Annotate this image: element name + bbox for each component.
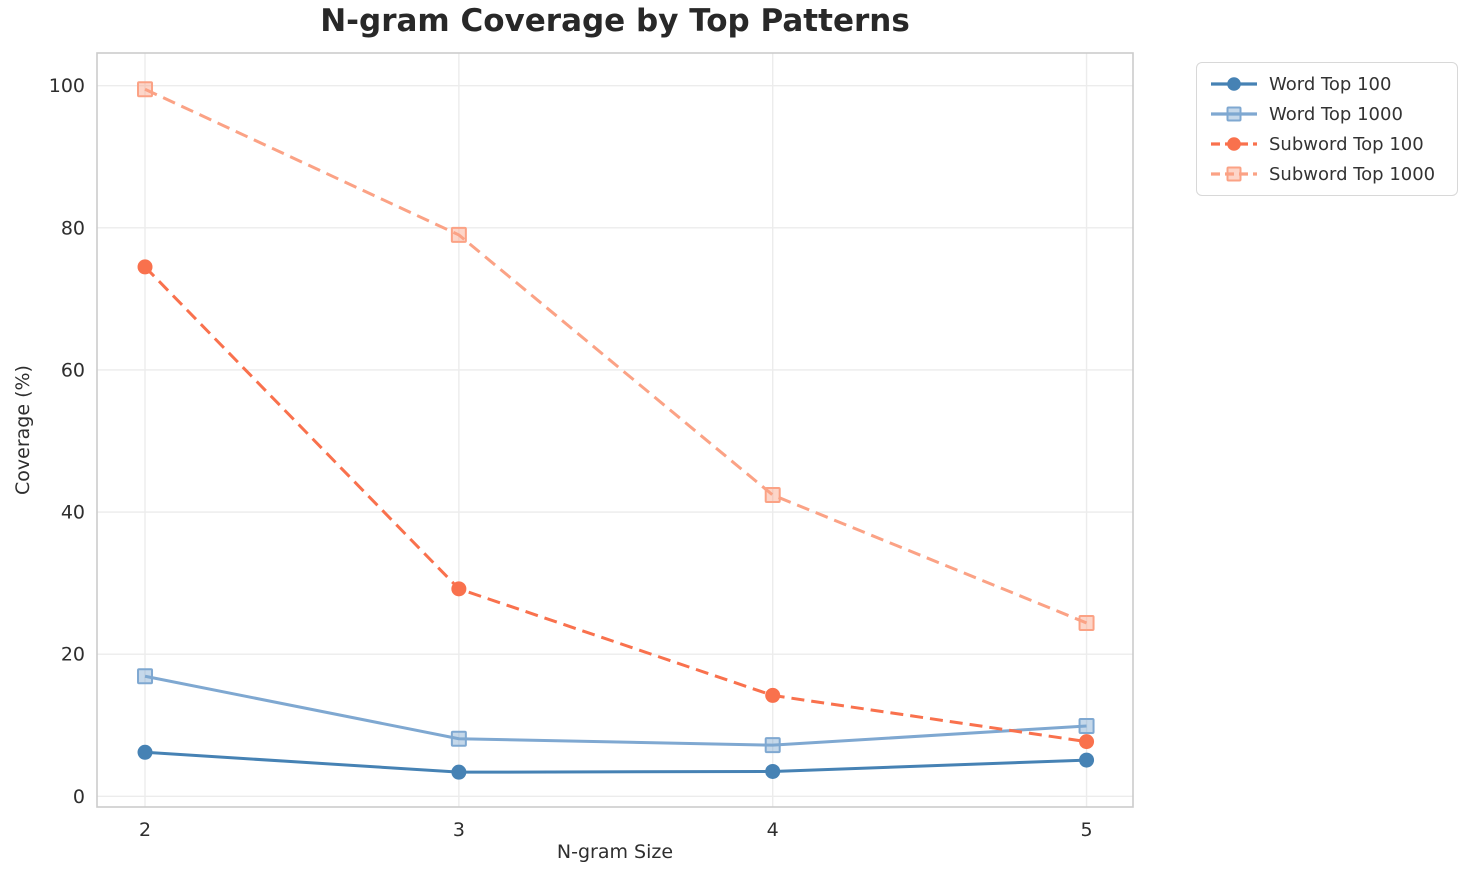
legend: Word Top 100 Word Top 1000 Subword Top 100… [1196, 62, 1458, 196]
data-point-marker [450, 226, 467, 243]
y-axis-label: Coverage (%) [12, 365, 34, 495]
data-point-marker [1079, 752, 1095, 768]
x-tick-label: 3 [453, 819, 465, 841]
data-point-marker [764, 737, 781, 754]
legend-label: Word Top 1000 [1269, 103, 1403, 125]
data-point-marker [137, 744, 153, 760]
data-point-marker [450, 730, 467, 747]
legend-item: Word Top 1000 [1209, 101, 1445, 127]
y-tick-label: 40 [61, 502, 85, 524]
y-tick-label: 20 [61, 644, 85, 666]
legend-line-swatch [1211, 166, 1257, 182]
data-point-marker [451, 581, 467, 597]
data-point-marker [1078, 717, 1095, 734]
series-line [143, 265, 1087, 744]
legend-label: Subword Top 1000 [1269, 163, 1436, 185]
x-tick-label: 4 [767, 819, 779, 841]
data-point-marker [451, 764, 467, 780]
y-tick-label: 80 [61, 217, 85, 239]
legend-marker-circle [1227, 137, 1241, 151]
y-tick-label: 0 [73, 786, 85, 808]
series-line [144, 87, 1088, 625]
plot-border [96, 52, 1134, 808]
legend-item: Subword Top 1000 [1209, 161, 1445, 187]
chart-title: N-gram Coverage by Top Patterns [320, 3, 910, 39]
legend-line-swatch [1211, 137, 1257, 151]
legend-marker-square [1226, 166, 1242, 182]
data-point-marker [764, 487, 781, 504]
legend-item: Word Top 100 [1209, 71, 1445, 97]
x-tick-label: 2 [139, 819, 151, 841]
legend-line-swatch [1211, 77, 1257, 91]
data-point-marker [137, 668, 154, 685]
data-point-marker [1079, 734, 1095, 750]
legend-label: Subword Top 100 [1269, 133, 1424, 155]
legend-item: Subword Top 100 [1209, 131, 1445, 157]
legend-label: Word Top 100 [1269, 73, 1392, 95]
data-point-marker [137, 81, 154, 98]
data-point-marker [1078, 614, 1095, 631]
data-point-marker [765, 763, 781, 779]
x-tick-label: 5 [1081, 819, 1093, 841]
legend-line-swatch [1211, 106, 1257, 122]
x-axis-label: N-gram Size [556, 841, 674, 863]
y-tick-label: 60 [61, 359, 85, 381]
series-line [144, 750, 1087, 774]
legend-marker-square [1226, 106, 1242, 122]
y-tick-label: 100 [49, 75, 85, 97]
data-point-marker [137, 259, 153, 275]
data-point-marker [765, 687, 781, 703]
legend-marker-circle [1227, 77, 1241, 91]
series-line [144, 674, 1087, 747]
